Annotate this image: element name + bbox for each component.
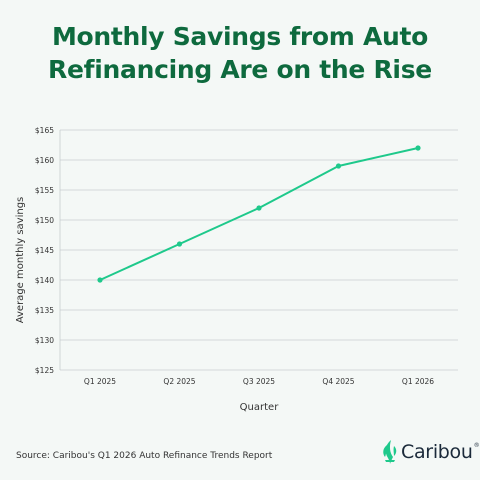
y-tick-label: $130 (35, 336, 54, 345)
caribou-logo: Caribou ® (381, 438, 480, 466)
y-tick-label: $155 (35, 186, 54, 195)
x-tick-label: Q3 2025 (243, 377, 275, 386)
grid-lines (59, 129, 458, 371)
source-note: Source: Caribou's Q1 2026 Auto Refinance… (16, 451, 273, 461)
y-tick-label: $160 (35, 156, 54, 165)
data-point (415, 145, 421, 151)
registered-mark: ® (473, 442, 480, 449)
x-tick-label: Q2 2025 (163, 377, 195, 386)
x-tick-label: Q1 2026 (402, 377, 434, 386)
caribou-antler-icon (383, 440, 397, 464)
y-tick-label: $140 (35, 276, 54, 285)
y-tick-label: $125 (35, 366, 54, 375)
y-tick-label: $165 (35, 126, 54, 135)
chart-title: Monthly Savings from Auto Refinancing Ar… (0, 20, 480, 86)
y-tick-label: $150 (35, 216, 54, 225)
data-point (97, 277, 103, 283)
series-line (99, 147, 419, 281)
data-point (176, 241, 183, 247)
brand-name: Caribou (401, 441, 473, 463)
y-axis-title: Average monthly savings (15, 197, 26, 324)
chart-title-line-2: Refinancing Are on the Rise (48, 55, 432, 84)
x-axis-title: Quarter (240, 402, 280, 413)
y-tick-label: $145 (35, 246, 54, 255)
y-tick-label: $135 (35, 306, 54, 315)
series-layer (97, 145, 421, 283)
chart-title-line-1: Monthly Savings from Auto (51, 22, 429, 51)
x-tick-label: Q1 2025 (84, 377, 116, 386)
y-tick-labels: $125 $130 $135 $140 $145 $150 $155 $160 $165 (35, 126, 54, 375)
data-point (256, 205, 262, 211)
x-tick-label: Q4 2025 (322, 377, 354, 386)
x-tick-labels: Q1 2025 Q2 2025 Q3 2025 Q4 2025 Q1 2026 (84, 377, 434, 386)
data-point (335, 163, 342, 169)
